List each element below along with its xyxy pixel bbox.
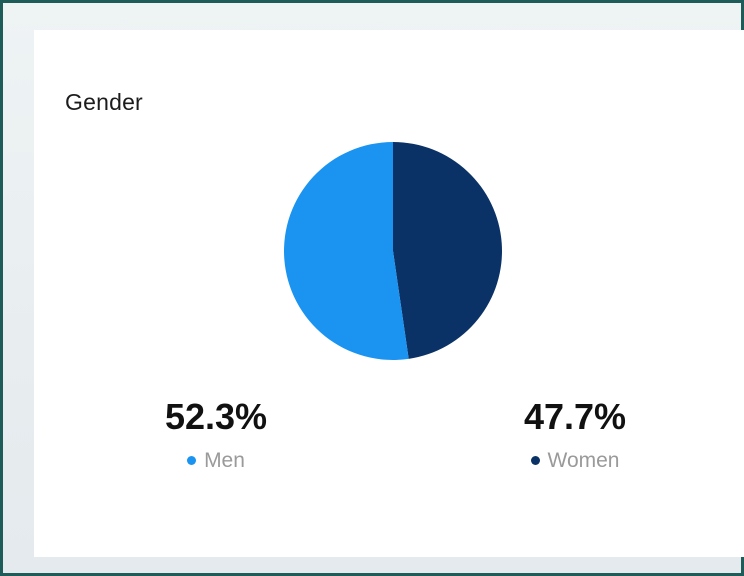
men-percentage: 52.3% bbox=[164, 396, 268, 437]
men-label: Men bbox=[204, 449, 245, 472]
men-legend: Men bbox=[116, 450, 316, 471]
pie-slice-women bbox=[393, 142, 502, 359]
card-title: Gender bbox=[65, 89, 143, 115]
women-percentage: 47.7% bbox=[523, 396, 627, 437]
pie-svg bbox=[283, 142, 502, 360]
pie-slice-men bbox=[283, 142, 409, 360]
stat-men: 52.3% Men bbox=[116, 396, 316, 472]
women-legend: Women bbox=[475, 450, 675, 471]
women-legend-dot-icon bbox=[530, 456, 540, 465]
stat-women: 47.7% Women bbox=[475, 396, 675, 472]
men-legend-dot-icon bbox=[187, 456, 197, 465]
women-label: Women bbox=[547, 449, 620, 472]
gender-pie-chart bbox=[283, 141, 503, 361]
